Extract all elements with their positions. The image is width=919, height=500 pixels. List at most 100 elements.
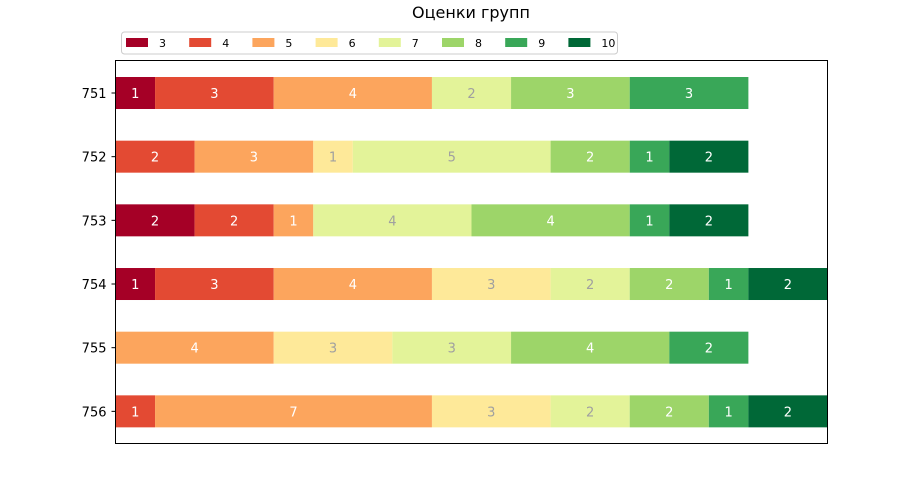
bar-segment (550, 395, 630, 428)
bar-data-label: 4 (349, 278, 357, 293)
bar-segment (392, 331, 512, 364)
bar-data-label: 3 (487, 278, 495, 293)
bar-data-label: 2 (230, 214, 238, 229)
legend-label: 9 (538, 37, 545, 50)
bar-segment (273, 204, 314, 237)
bar-data-label: 2 (784, 278, 792, 293)
bar-data-label: 2 (586, 278, 594, 293)
bar-segment (194, 140, 314, 173)
bar-segment (115, 331, 274, 364)
bar-data-label: 3 (566, 87, 574, 102)
bar-segment (115, 395, 156, 428)
legend-swatch (315, 38, 338, 47)
bar-segment (550, 268, 630, 301)
bar-data-label: 1 (131, 87, 139, 102)
bar-segment (550, 140, 630, 173)
bar-segment (155, 268, 274, 301)
bar-data-label: 4 (349, 87, 357, 102)
bar-segment (115, 140, 195, 173)
y-tick-label: 752 (82, 151, 107, 166)
y-tick-label: 753 (82, 214, 107, 229)
bar-data-label: 2 (151, 214, 159, 229)
bar-data-label: 2 (705, 151, 713, 166)
bar-segment (115, 77, 156, 109)
bar-data-label: 1 (131, 278, 139, 293)
bar-data-label: 3 (685, 87, 693, 102)
bar-data-label: 1 (645, 214, 653, 229)
plot-frame (115, 60, 828, 444)
y-tick-label: 755 (82, 342, 107, 357)
legend-swatch (568, 38, 591, 47)
legend-swatch (189, 38, 212, 47)
y-tick-label: 751 (82, 87, 107, 102)
legend-swatch (378, 38, 401, 47)
bar-segment (511, 331, 670, 364)
bar-segment (629, 395, 709, 428)
bar-segment (313, 140, 353, 173)
bar-segment (669, 204, 749, 237)
bar-data-label: 1 (724, 405, 732, 420)
bar-data-label: 1 (329, 151, 337, 166)
bar-data-label: 2 (784, 405, 792, 420)
bar-data-label: 2 (665, 278, 673, 293)
bar-segment (431, 77, 512, 109)
legend-label: 6 (349, 37, 356, 50)
bar-data-label: 7 (289, 405, 297, 420)
bar-data-label: 4 (190, 342, 198, 357)
bar-segment (115, 204, 195, 237)
legend-label: 4 (222, 37, 229, 50)
bar-data-label: 1 (131, 405, 139, 420)
bar-segment (669, 331, 749, 364)
bar-segment (273, 331, 393, 364)
legend-label: 7 (412, 37, 419, 50)
bar-segment (511, 77, 630, 109)
bar-segment (629, 268, 709, 301)
bar-data-label: 1 (645, 151, 653, 166)
y-tick-label: 754 (82, 278, 107, 293)
legend-label: 3 (159, 37, 166, 50)
bar-data-label: 3 (329, 342, 337, 357)
y-tick-label: 756 (82, 405, 107, 420)
bar-segment (629, 140, 670, 173)
bar-data-label: 5 (448, 151, 456, 166)
bar-data-label: 2 (665, 405, 673, 420)
bar-segment (708, 268, 749, 301)
bar-data-label: 2 (586, 151, 594, 166)
legend-swatch (252, 38, 275, 47)
bar-data-label: 2 (467, 87, 475, 102)
bar-segment (471, 204, 630, 237)
bar-data-label: 2 (586, 405, 594, 420)
y-axis: 751 752 753 754 755 756 (82, 87, 116, 420)
chart-title: Оценки групп (412, 3, 530, 22)
bar-segment (748, 268, 828, 301)
bar-segment (313, 204, 472, 237)
bar-segment (115, 268, 156, 301)
bar-segment (352, 140, 551, 173)
bar-data-label: 3 (210, 87, 218, 102)
bar-segment (629, 77, 749, 109)
bar-data-label: 3 (448, 342, 456, 357)
bars: 1 3 4 2 3 3 2 3 1 5 2 1 2 2 2 1 4 4 1 2 1 3 4 3 2 2 1 2 4 3 3 4 2 1 7 3 2 2 1 2 (115, 77, 828, 428)
legend: 3 4 5 6 7 8 9 10 (121, 31, 618, 55)
legend-swatch (126, 38, 148, 47)
bar-data-label: 3 (210, 278, 218, 293)
legend-label: 8 (475, 37, 482, 50)
bar-data-label: 1 (724, 278, 732, 293)
legend-label: 5 (285, 37, 292, 50)
bar-segment (431, 395, 551, 428)
legend-box (121, 31, 618, 55)
bar-data-label: 2 (705, 342, 713, 357)
legend-label: 10 (601, 37, 615, 50)
bar-segment (273, 77, 432, 109)
legend-swatch (442, 38, 464, 47)
bar-data-label: 4 (546, 214, 554, 229)
bar-data-label: 4 (586, 342, 594, 357)
bar-data-label: 4 (388, 214, 396, 229)
bar-segment (708, 395, 749, 428)
bar-segment (748, 395, 828, 428)
bar-data-label: 3 (250, 151, 258, 166)
legend-swatch (505, 38, 528, 47)
bar-segment (669, 140, 749, 173)
bar-data-label: 3 (487, 405, 495, 420)
